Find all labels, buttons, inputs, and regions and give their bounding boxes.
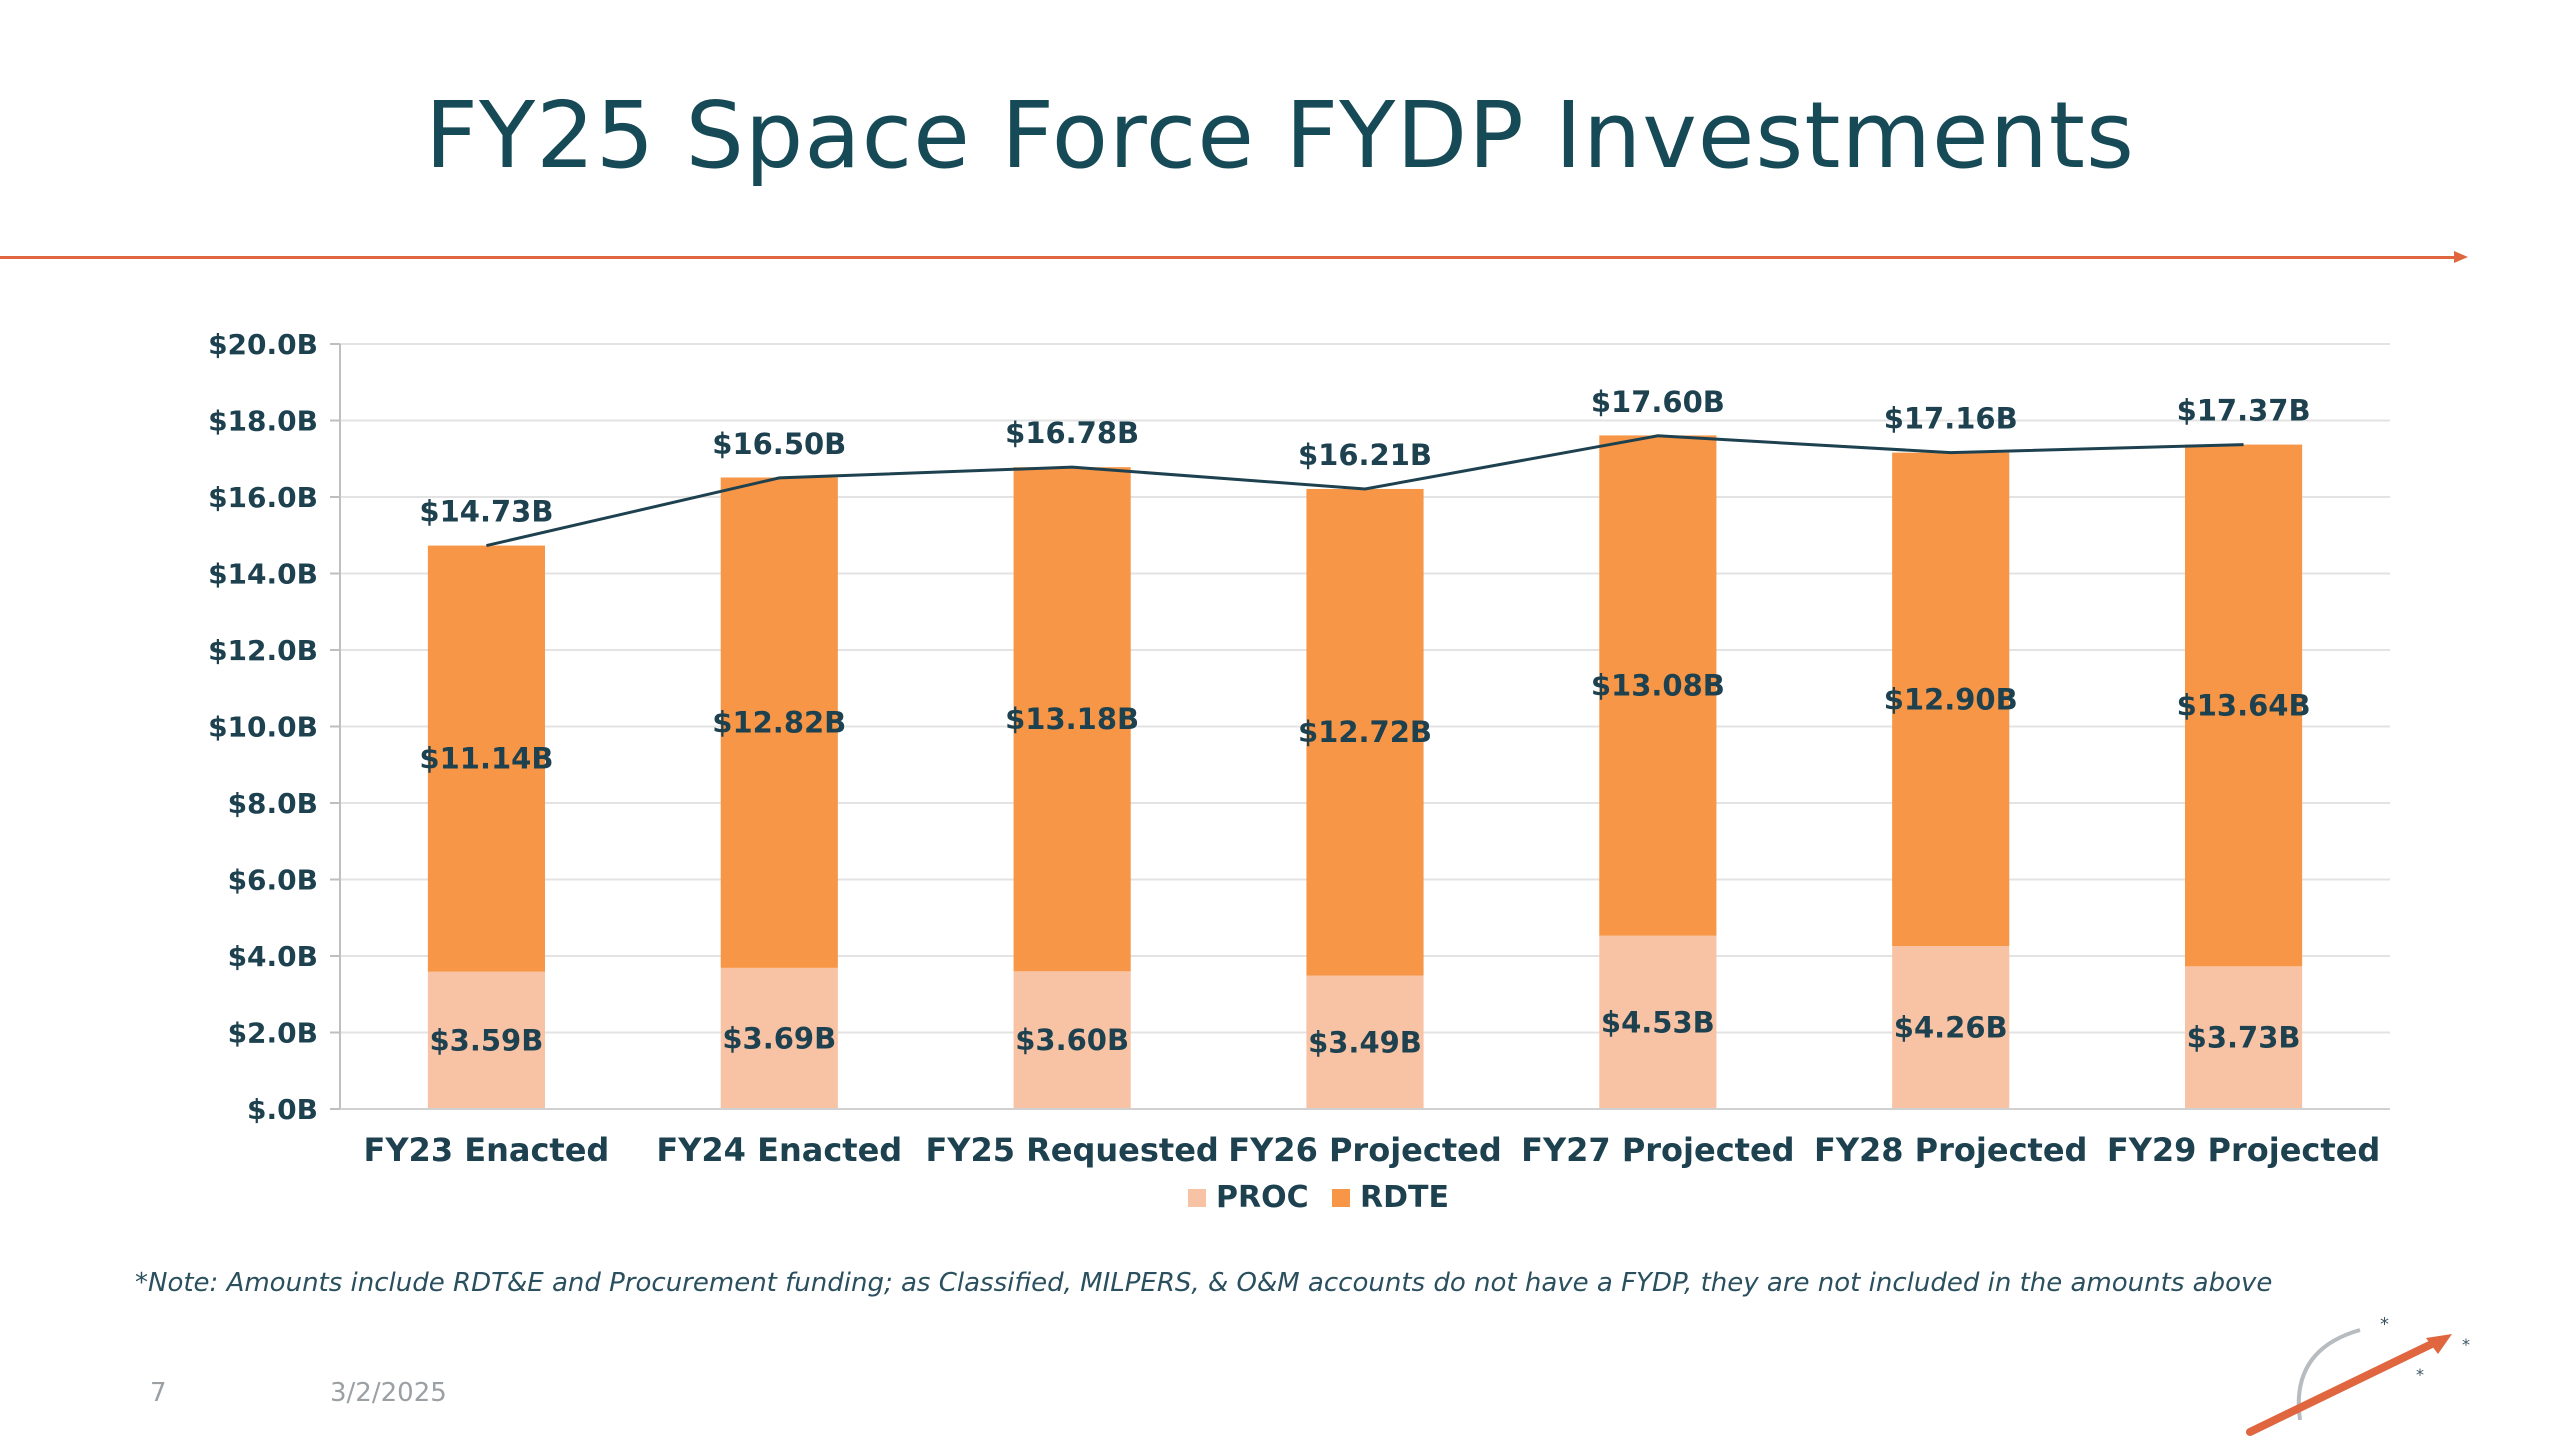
y-tick-label: $.0B: [247, 1093, 318, 1126]
rdte-value-label: $12.90B: [1884, 682, 2018, 716]
svg-text:*: *: [2416, 1365, 2424, 1384]
slide-date: 3/2/2025: [330, 1378, 447, 1408]
total-value-label: $17.16B: [1884, 402, 2018, 436]
y-tick-label: $14.0B: [208, 558, 318, 591]
title-divider: [0, 256, 2460, 259]
x-category-label: FY29 Projected: [2107, 1131, 2380, 1169]
rdte-value-label: $13.08B: [1591, 669, 1725, 703]
bar-rdte: [1599, 435, 1717, 936]
page-number: 7: [150, 1378, 167, 1408]
x-category-label: FY28 Projected: [1814, 1131, 2087, 1169]
bar-proc: [2185, 966, 2303, 1109]
x-category-label: FY23 Enacted: [364, 1131, 610, 1169]
total-value-label: $17.60B: [1591, 385, 1725, 419]
proc-value-label: $3.49B: [1308, 1025, 1422, 1059]
y-tick-label: $18.0B: [208, 405, 318, 438]
total-value-label: $16.50B: [712, 427, 846, 461]
proc-value-label: $4.26B: [1894, 1011, 2008, 1045]
legend-swatch-proc: [1188, 1189, 1206, 1207]
total-line: [486, 434, 2244, 548]
legend-label-rdte: RDTE: [1360, 1180, 1449, 1215]
funding-chart: $.0B $2.0B $4.0B $6.0B $8.0B $10.0B $12.0B $14.…: [208, 328, 2390, 1215]
y-tick-label: $12.0B: [208, 634, 318, 667]
rdte-value-label: $12.72B: [1298, 715, 1432, 749]
divider-arrow-icon: [2454, 251, 2468, 263]
proc-value-label: $3.73B: [2187, 1021, 2301, 1055]
y-tick-label: $10.0B: [208, 711, 318, 744]
bar-rdte: [720, 477, 838, 968]
proc-value-label: $3.60B: [1015, 1023, 1129, 1057]
svg-text:*: *: [2380, 1314, 2389, 1335]
y-tick-label: $16.0B: [208, 481, 318, 514]
total-value-label: $14.73B: [419, 495, 553, 529]
bar-proc: [427, 971, 545, 1109]
bar-rdte: [427, 545, 545, 972]
total-value-label: $17.37B: [2177, 394, 2311, 428]
proc-value-label: $4.53B: [1601, 1005, 1715, 1039]
rdte-value-label: $13.18B: [1005, 702, 1139, 736]
bar-rdte: [1013, 467, 1131, 972]
bar-rdte: [1306, 488, 1424, 976]
footnote: *Note: Amounts include RDT&E and Procure…: [135, 1268, 2273, 1298]
rdte-value-label: $11.14B: [419, 742, 553, 776]
bar-proc: [720, 967, 838, 1109]
y-tick-label: $20.0B: [208, 328, 318, 361]
x-category-label: FY24 Enacted: [656, 1131, 902, 1169]
space-force-logo-icon: * * *: [2246, 1314, 2470, 1436]
bar-proc: [1013, 971, 1131, 1109]
bar-rdte: [2185, 444, 2303, 967]
y-tick-label: $4.0B: [228, 940, 318, 973]
bar-proc: [1306, 975, 1424, 1109]
y-tick-label: $2.0B: [228, 1017, 318, 1050]
svg-text:*: *: [2462, 1335, 2470, 1354]
x-category-label: FY27 Projected: [1521, 1131, 1794, 1169]
total-value-label: $16.78B: [1005, 416, 1139, 450]
proc-value-label: $3.59B: [430, 1023, 544, 1057]
total-value-label: $16.21B: [1298, 438, 1432, 472]
bar-rdte: [1892, 452, 2010, 947]
bar-proc: [1599, 935, 1717, 1109]
x-category-label: FY25 Requested: [925, 1131, 1218, 1169]
bar-proc: [1892, 946, 2010, 1109]
x-category-label: FY26 Projected: [1228, 1131, 1501, 1169]
y-tick-label: $6.0B: [228, 864, 318, 897]
proc-value-label: $3.69B: [722, 1021, 836, 1055]
rdte-value-label: $13.64B: [2177, 688, 2311, 722]
rdte-value-label: $12.82B: [712, 706, 846, 740]
legend-label-proc: PROC: [1216, 1180, 1309, 1215]
slide-title: FY25 Space Force FYDP Investments: [425, 82, 2135, 189]
y-tick-label: $8.0B: [228, 787, 318, 820]
legend-swatch-rdte: [1332, 1189, 1350, 1207]
